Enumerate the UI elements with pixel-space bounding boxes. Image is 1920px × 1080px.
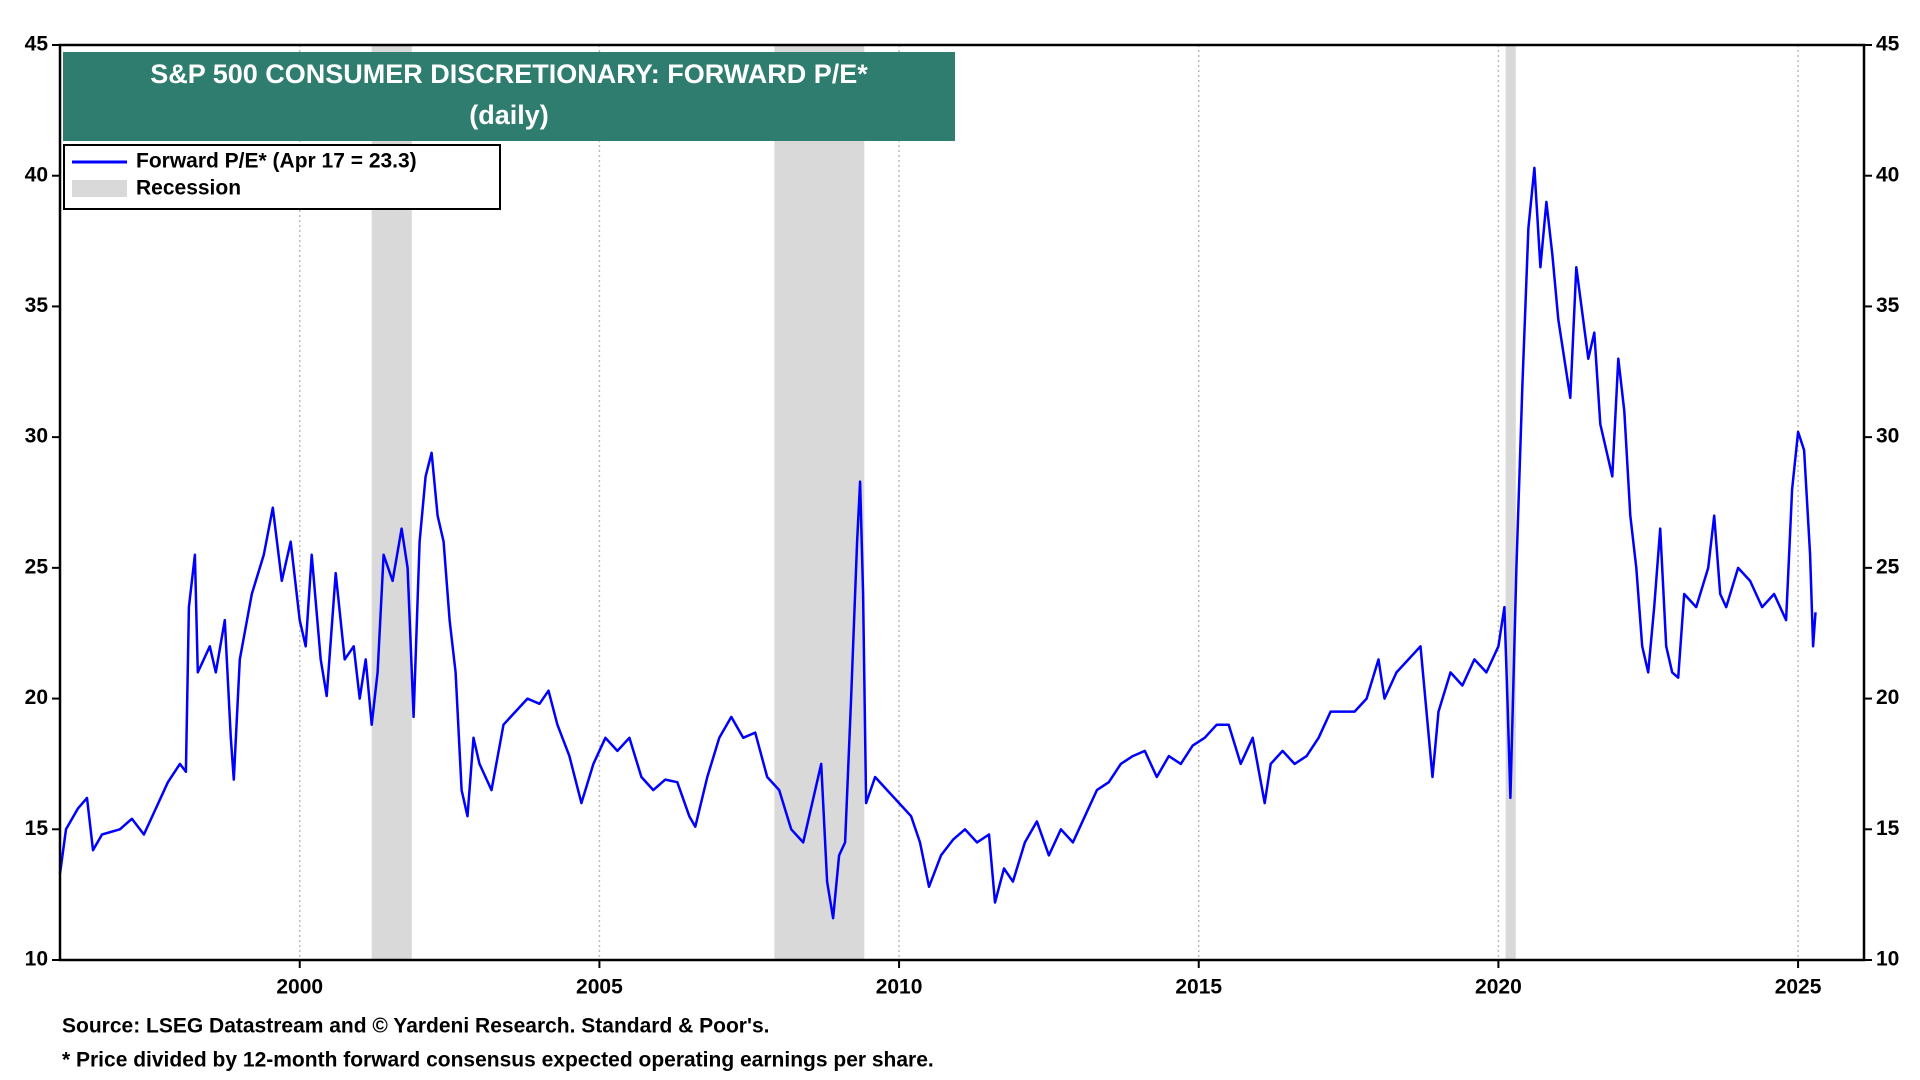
source-note: Source: LSEG Datastream and © Yardeni Re… (62, 1015, 769, 1038)
legend-label: Forward P/E* (Apr 17 = 23.3) (136, 150, 417, 173)
legend-label: Recession (136, 177, 241, 200)
y2-tick-label: 10 (1876, 948, 1899, 971)
y-tick-label: 40 (25, 163, 48, 186)
title-box (63, 52, 955, 141)
y-tick-label: 30 (25, 425, 48, 448)
y-tick-label: 10 (25, 948, 48, 971)
y-tick-label: 45 (25, 33, 49, 56)
x-tick-label: 2005 (576, 976, 623, 999)
y2-tick-label: 45 (1876, 33, 1900, 56)
legend-swatch (72, 180, 127, 197)
y2-tick-label: 15 (1876, 817, 1900, 840)
recession-band (774, 45, 865, 960)
y2-tick-label: 25 (1876, 555, 1900, 578)
y-tick-label: 25 (25, 555, 49, 578)
legend-box (63, 144, 501, 210)
x-tick-label: 2025 (1775, 976, 1822, 999)
y2-tick-label: 35 (1876, 294, 1900, 317)
y-tick-label: 35 (25, 294, 49, 317)
recession-band (1505, 45, 1516, 960)
y2-tick-label: 40 (1876, 163, 1899, 186)
x-tick-label: 2000 (276, 976, 323, 999)
data-line (58, 166, 1817, 920)
y2-tick-label: 20 (1876, 686, 1899, 709)
plot-frame (58, 43, 1866, 962)
y-tick-label: 15 (25, 817, 49, 840)
chart-subtitle: (daily) (469, 100, 549, 130)
x-tick-label: 2020 (1475, 976, 1522, 999)
y-tick-label: 20 (25, 686, 48, 709)
y2-tick-label: 30 (1876, 425, 1899, 448)
x-tick-label: 2010 (876, 976, 923, 999)
chart-title: S&P 500 CONSUMER DISCRETIONARY: FORWARD … (150, 59, 868, 89)
x-tick-label: 2015 (1175, 976, 1222, 999)
footnote: * Price divided by 12-month forward cons… (62, 1049, 934, 1072)
